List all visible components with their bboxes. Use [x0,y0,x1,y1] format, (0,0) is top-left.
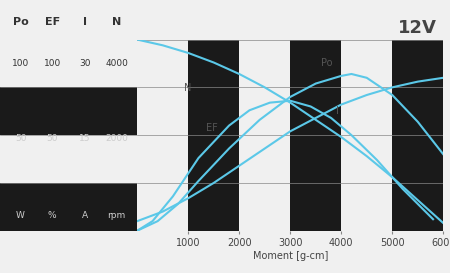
Text: 15: 15 [79,135,91,143]
Text: Po: Po [13,17,28,27]
Text: %: % [48,211,56,220]
Text: 100: 100 [12,59,29,68]
Bar [0,87,137,135]
Text: N: N [184,83,192,93]
Bar [341,40,392,231]
Text: 4000: 4000 [105,59,128,68]
Text: rpm: rpm [108,211,126,220]
Text: Po: Po [321,58,333,68]
Bar [239,40,290,231]
Bar [0,40,137,87]
Text: 12V: 12V [398,19,436,37]
Text: 50: 50 [15,135,27,143]
Text: EF: EF [206,123,218,133]
Text: 30: 30 [79,59,91,68]
Bar [137,40,188,231]
Bar [0,135,137,183]
Bar [290,40,341,231]
Text: I: I [83,17,87,27]
Bar [188,40,239,231]
Text: I: I [336,106,339,116]
Text: 100: 100 [44,59,61,68]
Bar [392,40,443,231]
Text: 2000: 2000 [105,135,128,143]
Text: A: A [82,211,88,220]
Text: 50: 50 [46,135,58,143]
Text: W: W [16,211,25,220]
Bar [0,183,137,231]
Text: EF: EF [45,17,60,27]
Text: N: N [112,17,122,27]
X-axis label: Moment [g-cm]: Moment [g-cm] [252,251,328,261]
